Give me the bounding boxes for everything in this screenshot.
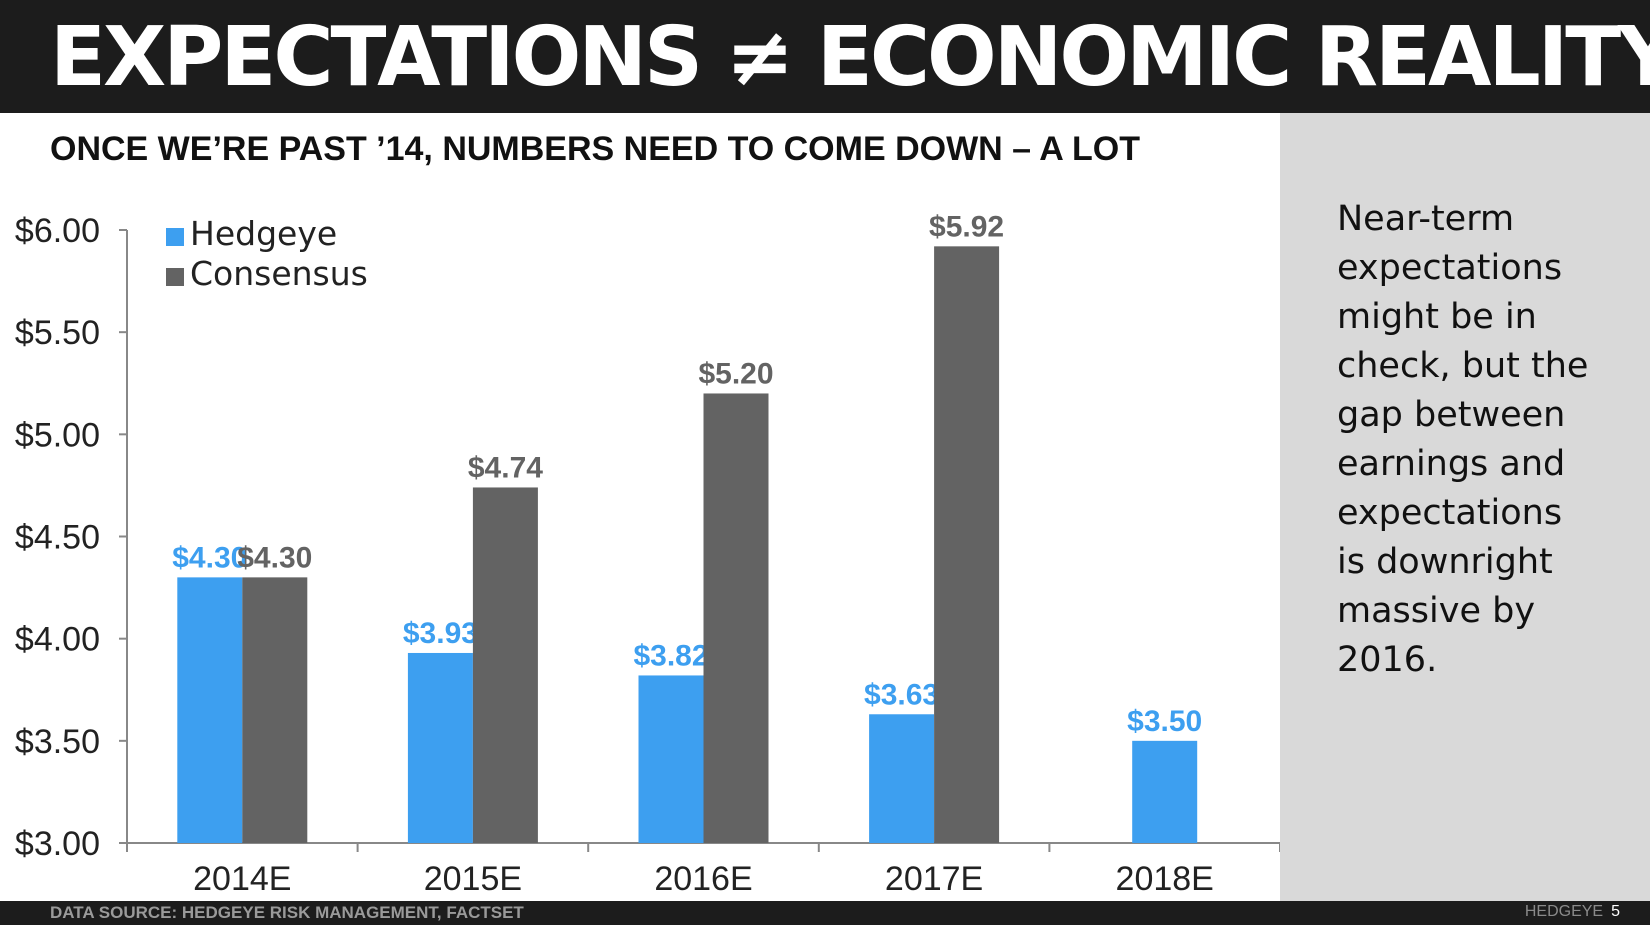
data-label-consensus: $4.30 xyxy=(237,541,312,574)
commentary-line: earnings and xyxy=(1337,444,1566,484)
commentary-line: check, but the xyxy=(1337,346,1589,386)
header-bar: EXPECTATIONS ≠ ECONOMIC REALITY xyxy=(0,0,1650,113)
commentary-line: is downright xyxy=(1337,542,1553,582)
y-tick-label: $4.00 xyxy=(15,621,100,659)
x-tick-label: 2014E xyxy=(193,860,291,898)
bar-hedgeye xyxy=(638,675,704,843)
y-tick-label: $6.00 xyxy=(15,212,100,250)
data-label-hedgeye: $3.82 xyxy=(633,639,708,672)
data-label-consensus: $5.20 xyxy=(698,357,773,390)
commentary-line: 2016. xyxy=(1337,640,1438,680)
bar-hedgeye xyxy=(177,577,243,843)
y-tick-label: $5.00 xyxy=(15,416,100,454)
data-label-consensus: $4.74 xyxy=(468,451,543,484)
legend-swatch-consensus xyxy=(166,268,184,286)
bar-consensus xyxy=(472,487,538,843)
x-tick-label: 2018E xyxy=(1116,860,1214,898)
y-tick-label: $3.50 xyxy=(15,723,100,761)
bar-hedgeye xyxy=(407,652,473,843)
legend-label-hedgeye: Hedgeye xyxy=(190,214,337,253)
commentary-text: Near-term expectations might be in check, b… xyxy=(1337,195,1637,685)
commentary-line: expectations xyxy=(1337,493,1563,533)
commentary-line: Near-term xyxy=(1337,199,1515,239)
page-number: 5 xyxy=(1611,903,1620,920)
footer-bar: DATA SOURCE: HEDGEYE RISK MANAGEMENT, FA… xyxy=(0,901,1650,925)
brand-name: HEDGEYE xyxy=(1524,903,1604,920)
x-tick-label: 2017E xyxy=(885,860,983,898)
bar-consensus xyxy=(703,393,769,843)
y-tick-label: $3.00 xyxy=(15,825,100,863)
y-tick-label: $5.50 xyxy=(15,314,100,352)
data-label-hedgeye: $3.50 xyxy=(1127,705,1202,738)
data-label-consensus: $5.92 xyxy=(929,210,1004,243)
bar-chart: $3.00 $3.50 $4.00 $4.50 $5.00 $5.50 $6.00 2014E… xyxy=(15,210,1280,898)
x-tick-label: 2015E xyxy=(424,860,522,898)
bar-hedgeye xyxy=(869,714,935,843)
data-label-hedgeye: $3.63 xyxy=(864,678,939,711)
data-label-hedgeye: $4.30 xyxy=(172,541,247,574)
bar-consensus xyxy=(934,246,1000,843)
bar-hedgeye xyxy=(1132,740,1198,843)
legend-label-consensus: Consensus xyxy=(190,254,368,293)
x-tick-label: 2016E xyxy=(654,860,752,898)
chart-subtitle: ONCE WE’RE PAST ’14, NUMBERS NEED TO COM… xyxy=(50,130,1140,168)
legend-swatch-hedgeye xyxy=(166,228,184,246)
data-source: DATA SOURCE: HEDGEYE RISK MANAGEMENT, FA… xyxy=(50,903,524,922)
y-tick-label: $4.50 xyxy=(15,519,100,557)
footer-brand: HEDGEYE 5 xyxy=(1525,903,1620,921)
page-title: EXPECTATIONS ≠ ECONOMIC REALITY xyxy=(50,10,1650,105)
commentary-panel: Near-term expectations might be in check, b… xyxy=(1280,113,1650,901)
bar-consensus xyxy=(242,577,308,843)
commentary-line: massive by xyxy=(1337,591,1536,631)
data-label-hedgeye: $3.93 xyxy=(403,617,478,650)
commentary-line: expectations xyxy=(1337,248,1563,288)
commentary-line: might be in xyxy=(1337,297,1537,337)
commentary-line: gap between xyxy=(1337,395,1566,435)
